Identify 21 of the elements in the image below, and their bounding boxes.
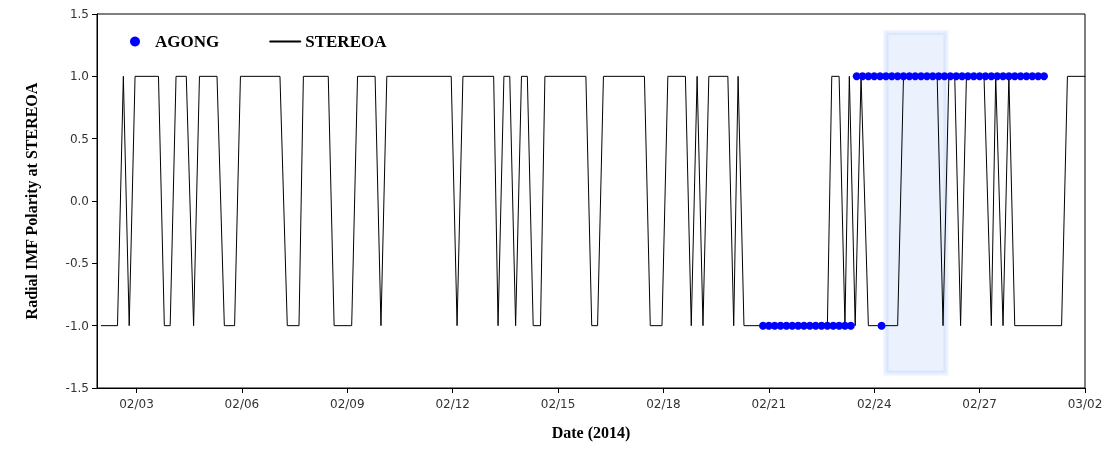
y-tick-label: -1.5 [65, 381, 89, 395]
x-tick-label: 02/24 [856, 397, 892, 411]
x-tick-label: 02/12 [435, 397, 470, 411]
x-tick-label: 02/03 [119, 397, 154, 411]
y-axis-title: Radial IMF Polarity at STEREOA [22, 82, 41, 320]
legend-label: STEREOA [305, 32, 388, 51]
x-tick-label: 02/06 [224, 397, 260, 411]
y-tick-label: 0.0 [69, 194, 89, 208]
y-tick-label: -1.0 [65, 318, 89, 333]
y-tick-label: 1.0 [69, 69, 89, 84]
x-tick-label: 02/21 [751, 397, 787, 411]
y-tick-label: 1.5 [69, 7, 89, 21]
x-tick-label: 02/27 [962, 397, 997, 411]
y-tick-label: 0.5 [69, 131, 89, 146]
x-tick-label: 02/09 [330, 397, 365, 411]
legend-label: AGONG [155, 32, 220, 51]
x-tick-label: 02/18 [646, 397, 681, 411]
x-tick-label: 03/02 [1067, 397, 1103, 411]
x-tick-label: 02/15 [540, 397, 576, 411]
y-tick-label: -0.5 [65, 256, 89, 271]
x-axis-title: Date (2014) [551, 423, 631, 442]
